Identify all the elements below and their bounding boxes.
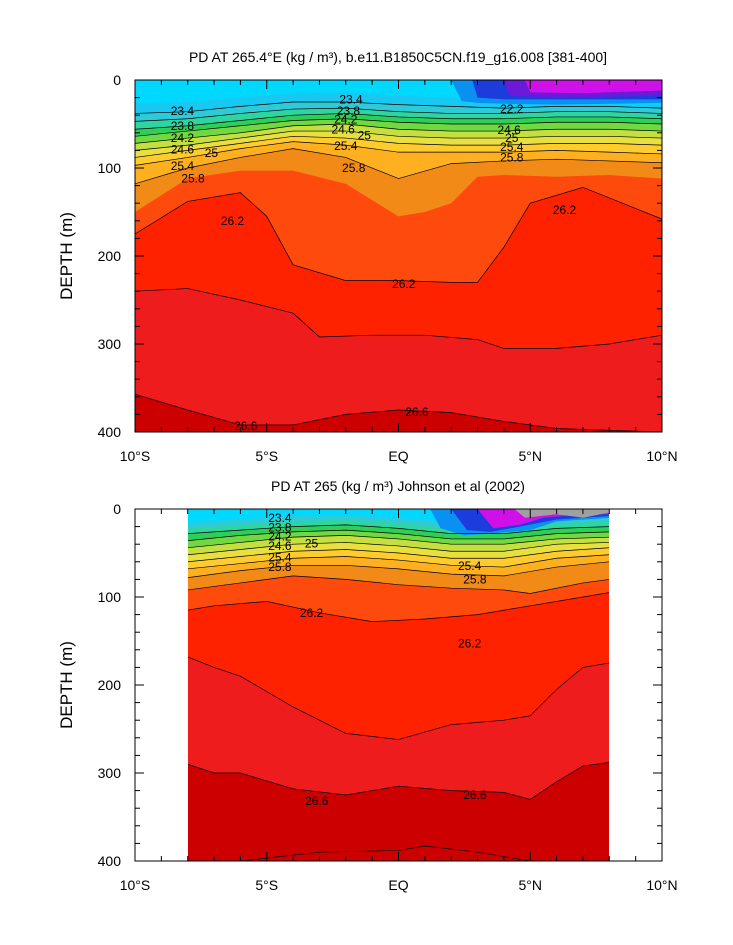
y-tick-label: 300 xyxy=(98,336,122,352)
contour-label: 25 xyxy=(358,128,372,142)
contour-line xyxy=(135,101,662,114)
model-density-panel: PD AT 265.4°E (kg / m³), b.e11.B1850C5CN… xyxy=(57,49,678,464)
contour-line xyxy=(188,542,609,556)
y-tick-label: 200 xyxy=(98,248,122,264)
y-tick-label: 300 xyxy=(98,765,122,781)
contour-line xyxy=(135,148,662,185)
contour-label: 25.4 xyxy=(458,559,482,573)
contour-label: 24.6 xyxy=(171,143,195,157)
contour-label: 26.6 xyxy=(463,788,487,802)
contour-label: 25.8 xyxy=(342,161,366,175)
y-tick-label: 100 xyxy=(98,160,122,176)
contour-label: 23.4 xyxy=(268,511,292,525)
contour-line xyxy=(188,561,609,578)
y-tick-label: 200 xyxy=(98,677,122,693)
contour-label: 26.2 xyxy=(553,203,577,217)
x-tick-label: 5°N xyxy=(519,448,543,464)
panel1-density-field xyxy=(135,80,662,432)
contour-label: 23.8 xyxy=(337,104,361,118)
contour-label: 25.4 xyxy=(171,159,195,173)
contour-label: 25 xyxy=(305,536,319,550)
contour-line xyxy=(135,107,662,122)
contour-line xyxy=(188,524,609,534)
panel2-density-field xyxy=(188,509,609,861)
contour-label: 24.6 xyxy=(497,123,521,137)
contour-line xyxy=(135,288,662,349)
contour-label: 24.2 xyxy=(334,113,358,127)
contour-label: 23.8 xyxy=(171,119,195,133)
contour-label: 24.6 xyxy=(331,122,355,136)
x-tick-label: 10°N xyxy=(646,448,677,464)
x-tick-label: 5°S xyxy=(255,877,278,893)
contour-label: 22.2 xyxy=(500,102,524,116)
x-tick-label: EQ xyxy=(388,448,408,464)
x-tick-label: 5°S xyxy=(255,448,278,464)
panel2-title: PD AT 265 (kg / m³) Johnson et al (2002) xyxy=(271,478,525,494)
contour-line xyxy=(188,554,609,570)
panel1-ylabel: DEPTH (m) xyxy=(57,212,76,300)
contour-label: 25 xyxy=(505,131,519,145)
contour-line xyxy=(188,575,609,594)
contour-line xyxy=(135,123,662,144)
contour-line xyxy=(188,592,609,622)
contour-line xyxy=(135,113,662,130)
panel2-axes: 10°S 5°S EQ 5°N 10°N 0 100 200 300 400 xyxy=(98,501,678,893)
panel1-axes: 10°S 5°S EQ 5°N 10°N 0 100 200 300 400 xyxy=(98,72,678,464)
contour-label: 26.6 xyxy=(405,405,429,419)
contour-label: 25.8 xyxy=(268,560,292,574)
contour-label: 26.6 xyxy=(305,794,329,808)
density-band xyxy=(524,80,662,94)
contour-label: 26.6 xyxy=(234,419,258,433)
panel1-title: PD AT 265.4°E (kg / m³), b.e11.B1850C5CN… xyxy=(189,49,607,65)
y-tick-label: 0 xyxy=(113,72,121,88)
observed-density-panel: PD AT 265 (kg / m³) Johnson et al (2002)… xyxy=(57,478,678,893)
contour-label: 23.8 xyxy=(268,520,292,534)
contour-line xyxy=(135,186,662,283)
contour-label: 24.6 xyxy=(268,539,292,553)
contour-line xyxy=(188,656,609,740)
x-tick-label: 10°N xyxy=(646,877,677,893)
y-tick-label: 400 xyxy=(98,424,122,440)
contour-line xyxy=(135,135,662,158)
y-tick-label: 400 xyxy=(98,853,122,869)
panel2-ylabel: DEPTH (m) xyxy=(57,641,76,729)
contour-label: 26.2 xyxy=(458,637,482,651)
contour-line xyxy=(135,141,662,166)
contour-line xyxy=(188,529,609,542)
contour-line xyxy=(135,393,662,432)
contour-label: 23.4 xyxy=(171,104,195,118)
density-band xyxy=(514,509,609,518)
contour-label: 25.4 xyxy=(334,139,358,153)
contour-label: 26.2 xyxy=(392,277,416,291)
x-tick-label: 5°N xyxy=(519,877,543,893)
contour-label: 25.8 xyxy=(500,150,524,164)
contour-label: 25 xyxy=(205,146,219,160)
contour-label: 25.4 xyxy=(268,550,292,564)
contour-label: 26.2 xyxy=(300,606,324,620)
y-tick-label: 100 xyxy=(98,589,122,605)
contour-line xyxy=(188,535,609,549)
contour-label: 24.2 xyxy=(171,131,195,145)
contour-label: 25.4 xyxy=(500,140,524,154)
panel1-contour-labels: 23.423.824.224.6 2525.425.823.423.824.224… xyxy=(171,92,577,432)
contour-line xyxy=(135,130,662,151)
contour-line xyxy=(188,547,609,563)
contour-label: 24.2 xyxy=(268,529,292,543)
contour-line xyxy=(135,118,662,137)
contour-label: 23.4 xyxy=(339,92,363,106)
x-tick-label: 10°S xyxy=(120,448,151,464)
contour-line xyxy=(240,845,531,861)
contour-label: 26.2 xyxy=(221,214,245,228)
contour-label: 25.8 xyxy=(181,172,205,186)
y-tick-label: 0 xyxy=(113,501,121,517)
x-tick-label: 10°S xyxy=(120,877,151,893)
contour-label: 25.8 xyxy=(463,572,487,586)
contour-line xyxy=(188,762,609,800)
x-tick-label: EQ xyxy=(388,877,408,893)
